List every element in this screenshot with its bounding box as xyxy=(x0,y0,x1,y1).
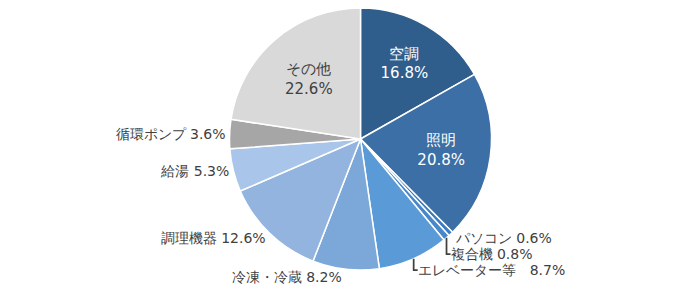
svg-text:照明20.8%: 照明20.8% xyxy=(417,131,465,169)
svg-text:循環ポンプ 3.6%: 循環ポンプ 3.6% xyxy=(116,126,226,142)
svg-text:パソコン 0.6%: パソコン 0.6% xyxy=(455,230,552,246)
svg-text:その他22.6%: その他22.6% xyxy=(285,60,333,98)
svg-text:冷凍・冷蔵 8.2%: 冷凍・冷蔵 8.2% xyxy=(232,269,342,285)
svg-text:エレベーター等 8.7%: エレベーター等 8.7% xyxy=(418,262,566,278)
svg-text:空調16.8%: 空調16.8% xyxy=(381,45,429,83)
svg-text:複合機 0.8%: 複合機 0.8% xyxy=(451,246,533,262)
svg-text:給湯 5.3%: 給湯 5.3% xyxy=(160,163,229,179)
svg-text:調理機器 12.6%: 調理機器 12.6% xyxy=(161,230,266,246)
